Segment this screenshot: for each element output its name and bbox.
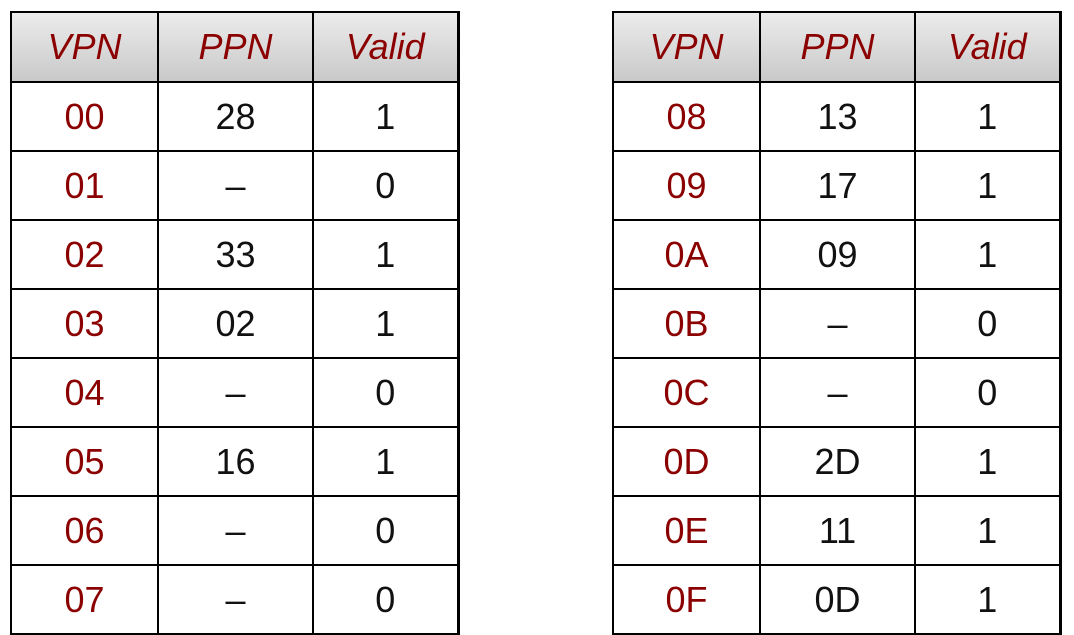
ppn-cell: 17: [759, 150, 916, 221]
vpn-cell: 0A: [612, 219, 761, 290]
ppn-cell: –: [157, 495, 314, 566]
vpn-cell: 06: [10, 495, 159, 566]
valid-cell: 0: [914, 357, 1062, 428]
valid-header: Valid: [312, 11, 460, 83]
table-header-row: VPN PPN Valid: [10, 11, 460, 83]
vpn-cell: 09: [612, 150, 761, 221]
vpn-cell: 04: [10, 357, 159, 428]
table-row: 07–0: [10, 564, 460, 635]
valid-cell: 1: [312, 219, 460, 290]
valid-cell: 1: [914, 219, 1062, 290]
table-row: 03 02 1: [10, 288, 460, 359]
vpn-cell: 03: [10, 288, 159, 359]
valid-cell: 1: [914, 81, 1062, 152]
valid-cell: 0: [312, 150, 460, 221]
table-row: 00 28 1: [10, 81, 460, 152]
table-row: 06–0: [10, 495, 460, 566]
vpn-cell: 0C: [612, 357, 761, 428]
valid-cell: 1: [914, 495, 1062, 566]
ppn-header: PPN: [759, 11, 916, 83]
vpn-cell: 07: [10, 564, 159, 635]
valid-cell: 1: [914, 564, 1062, 635]
valid-cell: 0: [312, 564, 460, 635]
ppn-cell: 33: [157, 219, 314, 290]
ppn-cell: –: [759, 288, 916, 359]
ppn-cell: 09: [759, 219, 916, 290]
valid-cell: 0: [914, 288, 1062, 359]
table-row: 0E 11 1: [612, 495, 1062, 566]
table-row: 01–0: [10, 150, 460, 221]
vpn-cell: 02: [10, 219, 159, 290]
table-row: 05 16 1: [10, 426, 460, 497]
page-table-left: VPN PPN Valid 00 28 1 01–0 02 33 1 03 02 1 04–0 05 1…: [10, 11, 460, 635]
ppn-header: PPN: [157, 11, 314, 83]
ppn-cell: 11: [759, 495, 916, 566]
table-row: 0C –0: [612, 357, 1062, 428]
table-row: 04–0: [10, 357, 460, 428]
table-row: 02 33 1: [10, 219, 460, 290]
valid-cell: 1: [914, 150, 1062, 221]
ppn-cell: 02: [157, 288, 314, 359]
table-body-left: 00 28 1 01–0 02 33 1 03 02 1 04–0 05 16 1 06–0 07–0: [10, 81, 460, 635]
table-row: 0A 09 1: [612, 219, 1062, 290]
valid-cell: 0: [312, 357, 460, 428]
ppn-cell: 13: [759, 81, 916, 152]
vpn-cell: 00: [10, 81, 159, 152]
ppn-cell: –: [759, 357, 916, 428]
vpn-cell: 0B: [612, 288, 761, 359]
vpn-cell: 01: [10, 150, 159, 221]
table-row: 0D 2D 1: [612, 426, 1062, 497]
vpn-cell: 0D: [612, 426, 761, 497]
vpn-cell: 08: [612, 81, 761, 152]
valid-cell: 1: [312, 288, 460, 359]
table-row: 08 13 1: [612, 81, 1062, 152]
page-table-right: VPN PPN Valid 08 13 1 09 17 1 0A 09 1 0B –0 0C –0 0D 2…: [612, 11, 1062, 635]
vpn-cell: 0F: [612, 564, 761, 635]
ppn-cell: –: [157, 564, 314, 635]
table-header-row: VPN PPN Valid: [612, 11, 1062, 83]
valid-cell: 1: [312, 426, 460, 497]
valid-cell: 1: [914, 426, 1062, 497]
ppn-cell: 16: [157, 426, 314, 497]
vpn-cell: 05: [10, 426, 159, 497]
ppn-cell: 0D: [759, 564, 916, 635]
ppn-cell: –: [157, 357, 314, 428]
table-row: 09 17 1: [612, 150, 1062, 221]
table-row: 0F 0D 1: [612, 564, 1062, 635]
valid-cell: 1: [312, 81, 460, 152]
ppn-cell: –: [157, 150, 314, 221]
vpn-header: VPN: [612, 11, 761, 83]
vpn-header: VPN: [10, 11, 159, 83]
table-row: 0B –0: [612, 288, 1062, 359]
vpn-cell: 0E: [612, 495, 761, 566]
valid-cell: 0: [312, 495, 460, 566]
table-body-right: 08 13 1 09 17 1 0A 09 1 0B –0 0C –0 0D 2D 1 0E 11 1 0F 0D 1: [612, 81, 1062, 635]
valid-header: Valid: [914, 11, 1062, 83]
ppn-cell: 2D: [759, 426, 916, 497]
ppn-cell: 28: [157, 81, 314, 152]
